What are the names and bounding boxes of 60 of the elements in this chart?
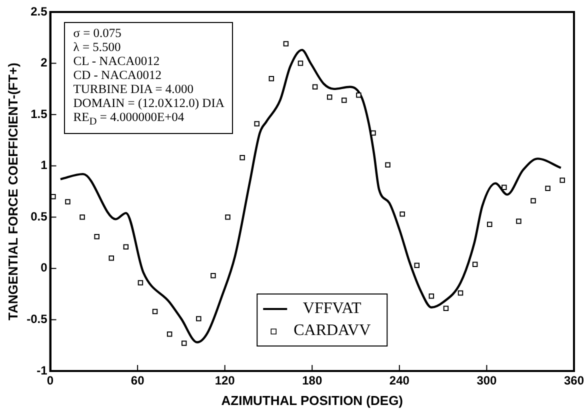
- point: [181, 340, 187, 346]
- point: [560, 178, 565, 183]
- point: [472, 262, 478, 267]
- annotation: CL - NACA0012: [73, 54, 161, 68]
- legend-label: VFFVAT: [302, 300, 362, 318]
- point: [283, 41, 289, 46]
- point: [502, 184, 507, 190]
- point: [65, 199, 70, 204]
- y-tick-label: 2.5: [30, 4, 48, 18]
- point: [545, 186, 550, 192]
- point: [108, 256, 114, 261]
- y-tick-label: 1.5: [30, 106, 48, 121]
- point: [123, 244, 129, 250]
- annotation: DOMAIN = (12.0X12.0) DIA: [73, 96, 224, 110]
- y-tick-label: 1: [40, 158, 48, 172]
- point: [458, 290, 464, 296]
- point: [326, 94, 332, 100]
- point: [516, 218, 522, 224]
- point: [298, 60, 304, 66]
- point: [94, 234, 100, 240]
- annotation: CD - NACA0012: [73, 68, 162, 82]
- point: [152, 308, 158, 314]
- x-tick-label: 60: [130, 374, 145, 388]
- x-axis-title: AZIMUTHAL POSITION (DEG): [221, 392, 404, 408]
- x-tick-label: 240: [389, 374, 410, 388]
- point: [268, 76, 274, 82]
- point: [196, 316, 202, 322]
- annotation: λ = 5.500: [73, 40, 122, 54]
- y-tick-label: -0.5: [26, 312, 48, 326]
- x-tick-label: 300: [476, 374, 498, 388]
- annotation: RE$_{D}$ = 4.000000E+04: [73, 110, 186, 130]
- y-axis-title: TANGENTIAL FORCE COEFFICIENT-(FT+): [5, 62, 20, 320]
- point: [225, 214, 230, 220]
- y-tick-label: 0.5: [30, 209, 48, 224]
- point: [428, 294, 434, 299]
- point: [356, 92, 362, 98]
- x-tick-label: 120: [214, 374, 236, 388]
- annotation: TURBINE DIA = 4.000: [73, 82, 195, 96]
- point: [414, 262, 420, 268]
- point: [400, 211, 405, 217]
- x-tick-label: 360: [564, 374, 584, 388]
- y-tick-label: -1: [36, 363, 48, 378]
- point: [530, 198, 536, 204]
- point: [370, 130, 376, 136]
- point: [240, 155, 245, 160]
- annotation: σ = 0.075: [73, 26, 122, 40]
- point: [443, 306, 449, 312]
- point: [342, 98, 347, 103]
- point: [210, 272, 216, 278]
- y-tick-label: 0: [40, 260, 48, 275]
- y-tick-label: 2: [40, 56, 48, 70]
- point: [138, 280, 144, 286]
- point: [80, 214, 85, 220]
- point: [385, 162, 390, 168]
- x-tick-label: 180: [302, 374, 322, 388]
- point: [486, 222, 492, 227]
- legend-label: CARDAVV: [294, 322, 372, 340]
- point: [312, 84, 318, 90]
- point: [166, 331, 172, 337]
- point: [254, 121, 260, 126]
